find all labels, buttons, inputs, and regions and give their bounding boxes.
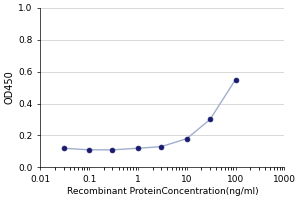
Y-axis label: OD450: OD450 [4, 71, 14, 104]
X-axis label: Recombinant ProteinConcentration(ng/ml): Recombinant ProteinConcentration(ng/ml) [67, 187, 258, 196]
